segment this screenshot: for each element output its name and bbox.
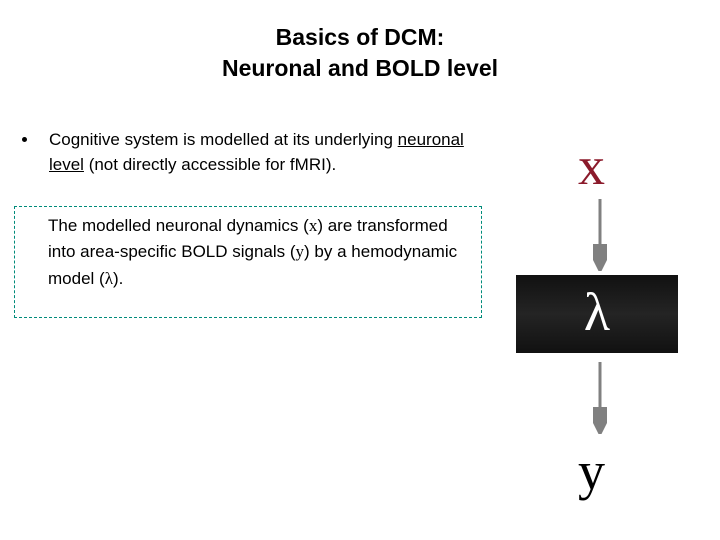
bullet-dot-icon	[22, 137, 27, 142]
bullet1-prefix: Cognitive system is modelled at its unde…	[49, 130, 398, 149]
symbol-x: x	[578, 135, 605, 197]
bullet-item: Cognitive system is modelled at its unde…	[18, 128, 478, 177]
title-line-2: Neuronal and BOLD level	[0, 53, 720, 84]
symbol-lambda: λ	[584, 285, 610, 339]
arrow-x-to-lambda	[593, 197, 607, 271]
bullet-text-1: Cognitive system is modelled at its unde…	[49, 128, 478, 177]
box-lambda: λ	[105, 269, 113, 288]
box-paragraph: The modelled neuronal dynamics (x) are t…	[48, 213, 478, 292]
lambda-box: λ	[516, 275, 678, 353]
symbol-y: y	[578, 440, 605, 502]
title-line-1: Basics of DCM:	[0, 22, 720, 53]
slide-title: Basics of DCM: Neuronal and BOLD level	[0, 22, 720, 84]
bullet-list: Cognitive system is modelled at its unde…	[18, 128, 478, 177]
arrow-lambda-to-y	[593, 360, 607, 434]
box-part1: The modelled neuronal dynamics (	[48, 216, 309, 235]
box-part4: ).	[113, 269, 123, 288]
box-y: y	[296, 242, 305, 261]
bullet1-suffix: (not directly accessible for fMRI).	[84, 155, 336, 174]
